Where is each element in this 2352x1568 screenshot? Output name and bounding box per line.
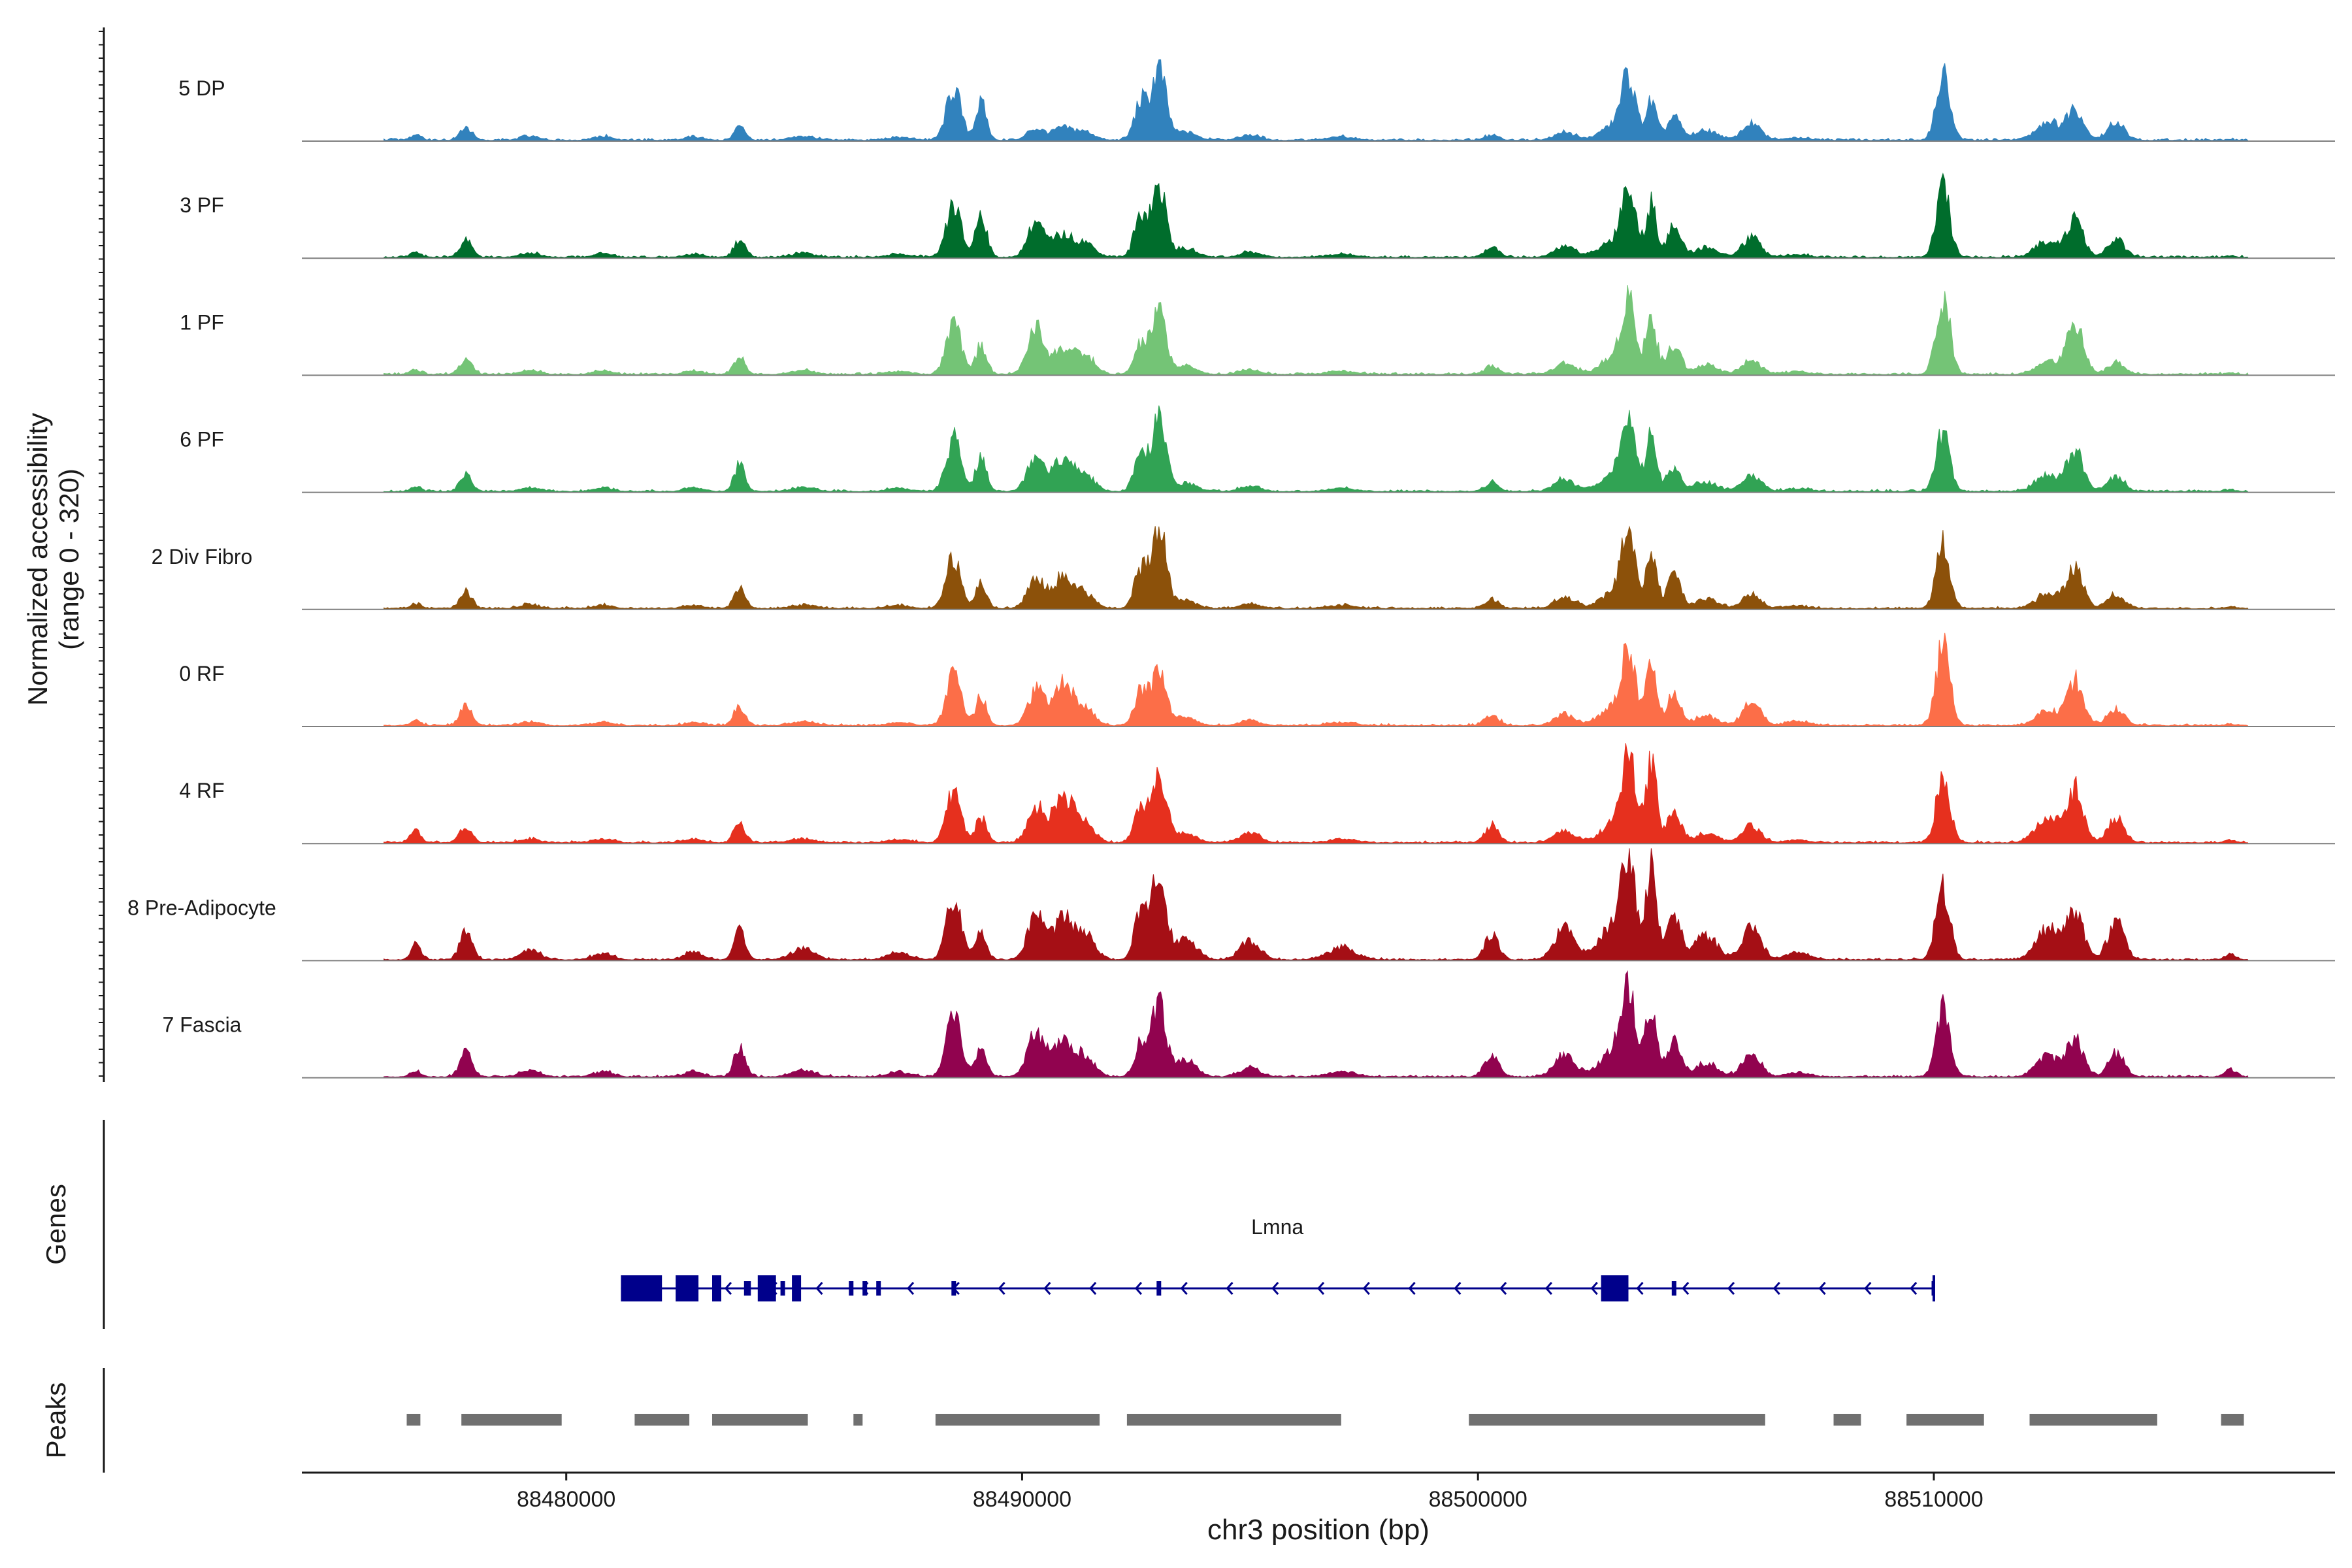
coverage-area [384, 405, 2249, 493]
peak-region [1469, 1414, 1765, 1426]
coverage-area [384, 172, 2249, 259]
coverage-track: 1 PF [180, 285, 2335, 376]
strand-arrow [1727, 1282, 1735, 1295]
coverage-track: 7 Fascia [163, 970, 2335, 1079]
peak-region [1833, 1414, 1861, 1426]
coverage-track: 4 RF [179, 743, 2335, 845]
coverage-area [384, 59, 2249, 142]
peak-region [634, 1414, 690, 1426]
strand-arrow [724, 1282, 732, 1295]
track-label: 0 RF [179, 662, 224, 685]
coverage-track: 5 DP [178, 59, 2335, 142]
strand-arrow [1499, 1282, 1507, 1295]
coverage-area [384, 848, 2249, 961]
strand-arrow [1682, 1282, 1690, 1295]
coverage-area [384, 970, 2249, 1079]
strand-arrow [1636, 1282, 1644, 1295]
x-ticks: 88480000 88490000 88500000 88510000 [517, 1473, 1984, 1512]
track-label: 6 PF [180, 428, 224, 451]
coverage-area [384, 743, 2249, 844]
strand-arrow [1180, 1282, 1188, 1295]
gene-exon [1671, 1281, 1676, 1296]
gene-exon [676, 1275, 699, 1301]
track-label: 5 DP [178, 76, 225, 100]
coverage-tracks: 5 DP 3 PF 1 PF 6 PF 2 Div Fibro 0 RF 4 RF 8 Pre… [127, 59, 2335, 1079]
strand-arrow [907, 1282, 915, 1295]
strand-arrow [1226, 1282, 1233, 1295]
coverage-area [384, 285, 2249, 376]
gene-exon [951, 1281, 956, 1296]
peak-region [853, 1414, 863, 1426]
track-label: 1 PF [180, 310, 224, 334]
coverage-y-label-line1: Normalized accessibility [22, 413, 53, 706]
strand-arrow [998, 1282, 1005, 1295]
x-tick-label: 88480000 [517, 1487, 615, 1512]
track-label: 3 PF [180, 193, 224, 217]
strand-arrow [1544, 1282, 1553, 1295]
gene-track: Lmna [621, 1215, 1935, 1301]
coverage-y-label-line2: (range 0 - 320) [54, 468, 84, 650]
strand-arrow [1408, 1282, 1416, 1295]
gene-exon [621, 1275, 662, 1301]
strand-arrow [1590, 1282, 1598, 1295]
peak-region [406, 1414, 421, 1426]
peak-region [1126, 1414, 1341, 1426]
strand-arrow [1043, 1282, 1051, 1295]
gene-exon [876, 1281, 881, 1296]
strand-arrow [1772, 1282, 1780, 1295]
peaks-label: Peaks [41, 1382, 71, 1459]
coverage-y-ticks [99, 31, 104, 1077]
peak-region [935, 1414, 1100, 1426]
strand-arrow [815, 1282, 823, 1295]
peak-track [406, 1414, 2244, 1426]
x-tick-label: 88510000 [1884, 1487, 1983, 1512]
coverage-area [384, 525, 2249, 610]
strand-arrow [1271, 1282, 1279, 1295]
gene-exon [792, 1275, 802, 1301]
peak-region [461, 1414, 562, 1426]
strand-arrow [1818, 1282, 1826, 1295]
coverage-track: 8 Pre-Adipocyte [127, 848, 2335, 962]
x-tick-label: 88500000 [1429, 1487, 1527, 1512]
coverage-track: 2 Div Fibro [152, 525, 2335, 610]
strand-arrow [1362, 1282, 1370, 1295]
x-tick-label: 88490000 [973, 1487, 1071, 1512]
strand-arrow [1316, 1282, 1325, 1295]
strand-arrow [1134, 1282, 1143, 1295]
track-label: 4 RF [179, 779, 224, 802]
gene-exon [757, 1275, 776, 1301]
strand-arrow [1864, 1282, 1872, 1295]
gene-name-label: Lmna [1251, 1215, 1303, 1239]
coverage-track: 0 RF [179, 632, 2335, 727]
coverage-y-axis [99, 27, 105, 1082]
peak-region [2029, 1414, 2157, 1426]
track-label: 2 Div Fibro [152, 545, 253, 568]
coverage-track: 6 PF [180, 405, 2335, 493]
x-axis-title: chr3 position (bp) [1207, 1514, 1429, 1546]
x-axis: 88480000 88490000 88500000 88510000 [302, 1471, 2335, 1512]
genes-label: Genes [41, 1184, 71, 1265]
gene-exon [712, 1275, 721, 1301]
gene-exon [743, 1281, 751, 1296]
strand-arrow [1454, 1282, 1462, 1295]
gene-exon [849, 1281, 854, 1296]
strand-arrow [1089, 1282, 1097, 1295]
gene-exon [1156, 1281, 1162, 1296]
peak-region [1906, 1414, 1984, 1426]
track-label: 8 Pre-Adipocyte [127, 896, 276, 919]
peak-region [712, 1414, 808, 1426]
gene-exon [780, 1281, 785, 1296]
track-label: 7 Fascia [163, 1013, 242, 1037]
coverage-track: 3 PF [180, 172, 2335, 259]
peak-region [2221, 1414, 2244, 1426]
coverage-area [384, 632, 2249, 727]
gene-exon [862, 1281, 868, 1296]
gene-exon [1601, 1275, 1629, 1301]
strand-arrow [1910, 1282, 1918, 1295]
